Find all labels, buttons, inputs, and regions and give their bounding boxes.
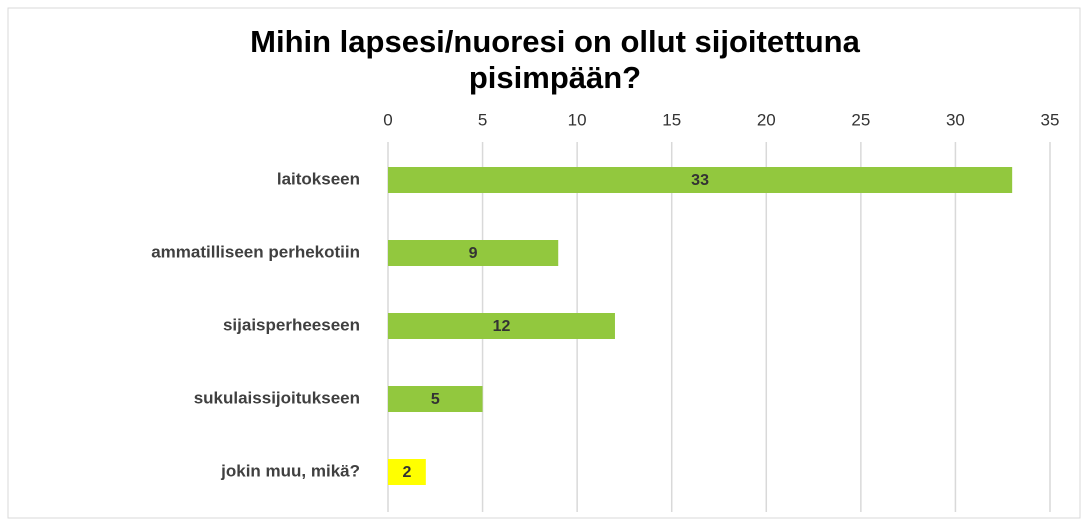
chart-title: Mihin lapsesi/nuoresi on ollut sijoitett… (250, 24, 860, 95)
chart-frame (7, 7, 1081, 519)
y-tick-label: sukulaissijoitukseen (194, 388, 360, 407)
x-tick-label: 30 (946, 110, 965, 129)
data-label: 9 (469, 245, 478, 262)
y-tick-label: sijaisperheeseen (223, 315, 360, 334)
x-tick-label: 25 (851, 110, 870, 129)
y-tick-label: laitokseen (277, 169, 360, 188)
x-tick-label: 0 (383, 110, 392, 129)
x-tick-label: 35 (1041, 110, 1060, 129)
y-tick-label: ammatilliseen perhekotiin (151, 242, 360, 261)
x-tick-label: 10 (568, 110, 587, 129)
bar (388, 459, 426, 485)
data-label: 2 (402, 464, 411, 481)
x-tick-label: 15 (662, 110, 681, 129)
bar (388, 240, 559, 266)
x-tick-label: 5 (478, 110, 487, 129)
bar (388, 167, 1013, 193)
data-label: 33 (691, 172, 709, 189)
y-tick-label: jokin muu, mikä? (220, 461, 360, 480)
x-tick-label: 20 (757, 110, 776, 129)
bar (388, 386, 483, 412)
data-label: 12 (493, 318, 511, 335)
data-label: 5 (431, 391, 440, 408)
bar (388, 313, 615, 339)
